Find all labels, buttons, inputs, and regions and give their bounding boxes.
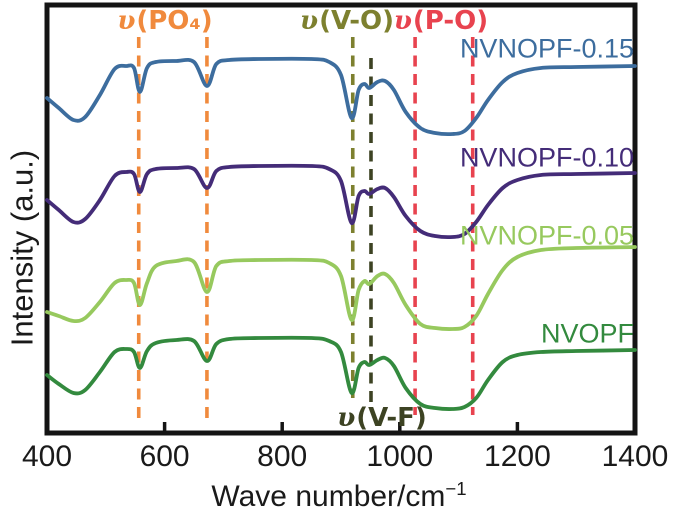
annotation-mode-text: (P-O) — [412, 6, 489, 36]
series-label-NVNOPF-0.05: NVNOPF-0.05 — [459, 220, 634, 251]
annotation-mode-text: (V-O) — [319, 6, 394, 36]
series-label-NVOPF: NVOPF — [540, 318, 634, 349]
spectrum-curve-NVNOPF-0.10 — [45, 163, 637, 240]
annotation-P-O: υ(P-O) — [394, 8, 488, 34]
spectrum-curve-NVNOPF-0.15 — [45, 56, 637, 137]
annotation-mode-text: (V-F) — [356, 403, 427, 433]
x-tick-label-1000: 1000 — [366, 440, 434, 473]
annotation-mode-text: (PO₄) — [136, 6, 213, 36]
x-tick-label-1200: 1200 — [484, 440, 551, 473]
x-tick-label-600: 600 — [139, 440, 190, 473]
x-tick-label-400: 400 — [21, 440, 73, 473]
annotation-V-O: υ(V-O) — [300, 8, 394, 34]
series-label-NVNOPF-0.15: NVNOPF-0.15 — [459, 33, 634, 64]
spectrum-curve-NVOPF — [45, 335, 637, 411]
series-label-NVNOPF-0.10: NVNOPF-0.10 — [459, 142, 634, 173]
annotation-nu-symbol: υ — [337, 403, 356, 433]
x-axis-title-sup: −1 — [445, 478, 467, 499]
annotation-nu-symbol: υ — [300, 6, 319, 36]
x-tick-label-1400: 1400 — [601, 440, 669, 473]
x-tick-label-800: 800 — [257, 440, 308, 473]
annotation-V-F: υ(V-F) — [337, 405, 427, 431]
x-axis-title-text: Wave number/cm — [211, 480, 446, 513]
annotation-PO: υ(PO₄) — [117, 8, 212, 34]
y-axis-title: Intensity (a.u.) — [4, 149, 40, 347]
plot-border — [44, 2, 638, 436]
x-axis-title: Wave number/cm−1 — [211, 478, 467, 513]
annotation-nu-symbol: υ — [393, 6, 412, 36]
spectrum-curve-NVNOPF-0.05 — [45, 245, 637, 331]
annotation-nu-symbol: υ — [117, 6, 136, 36]
